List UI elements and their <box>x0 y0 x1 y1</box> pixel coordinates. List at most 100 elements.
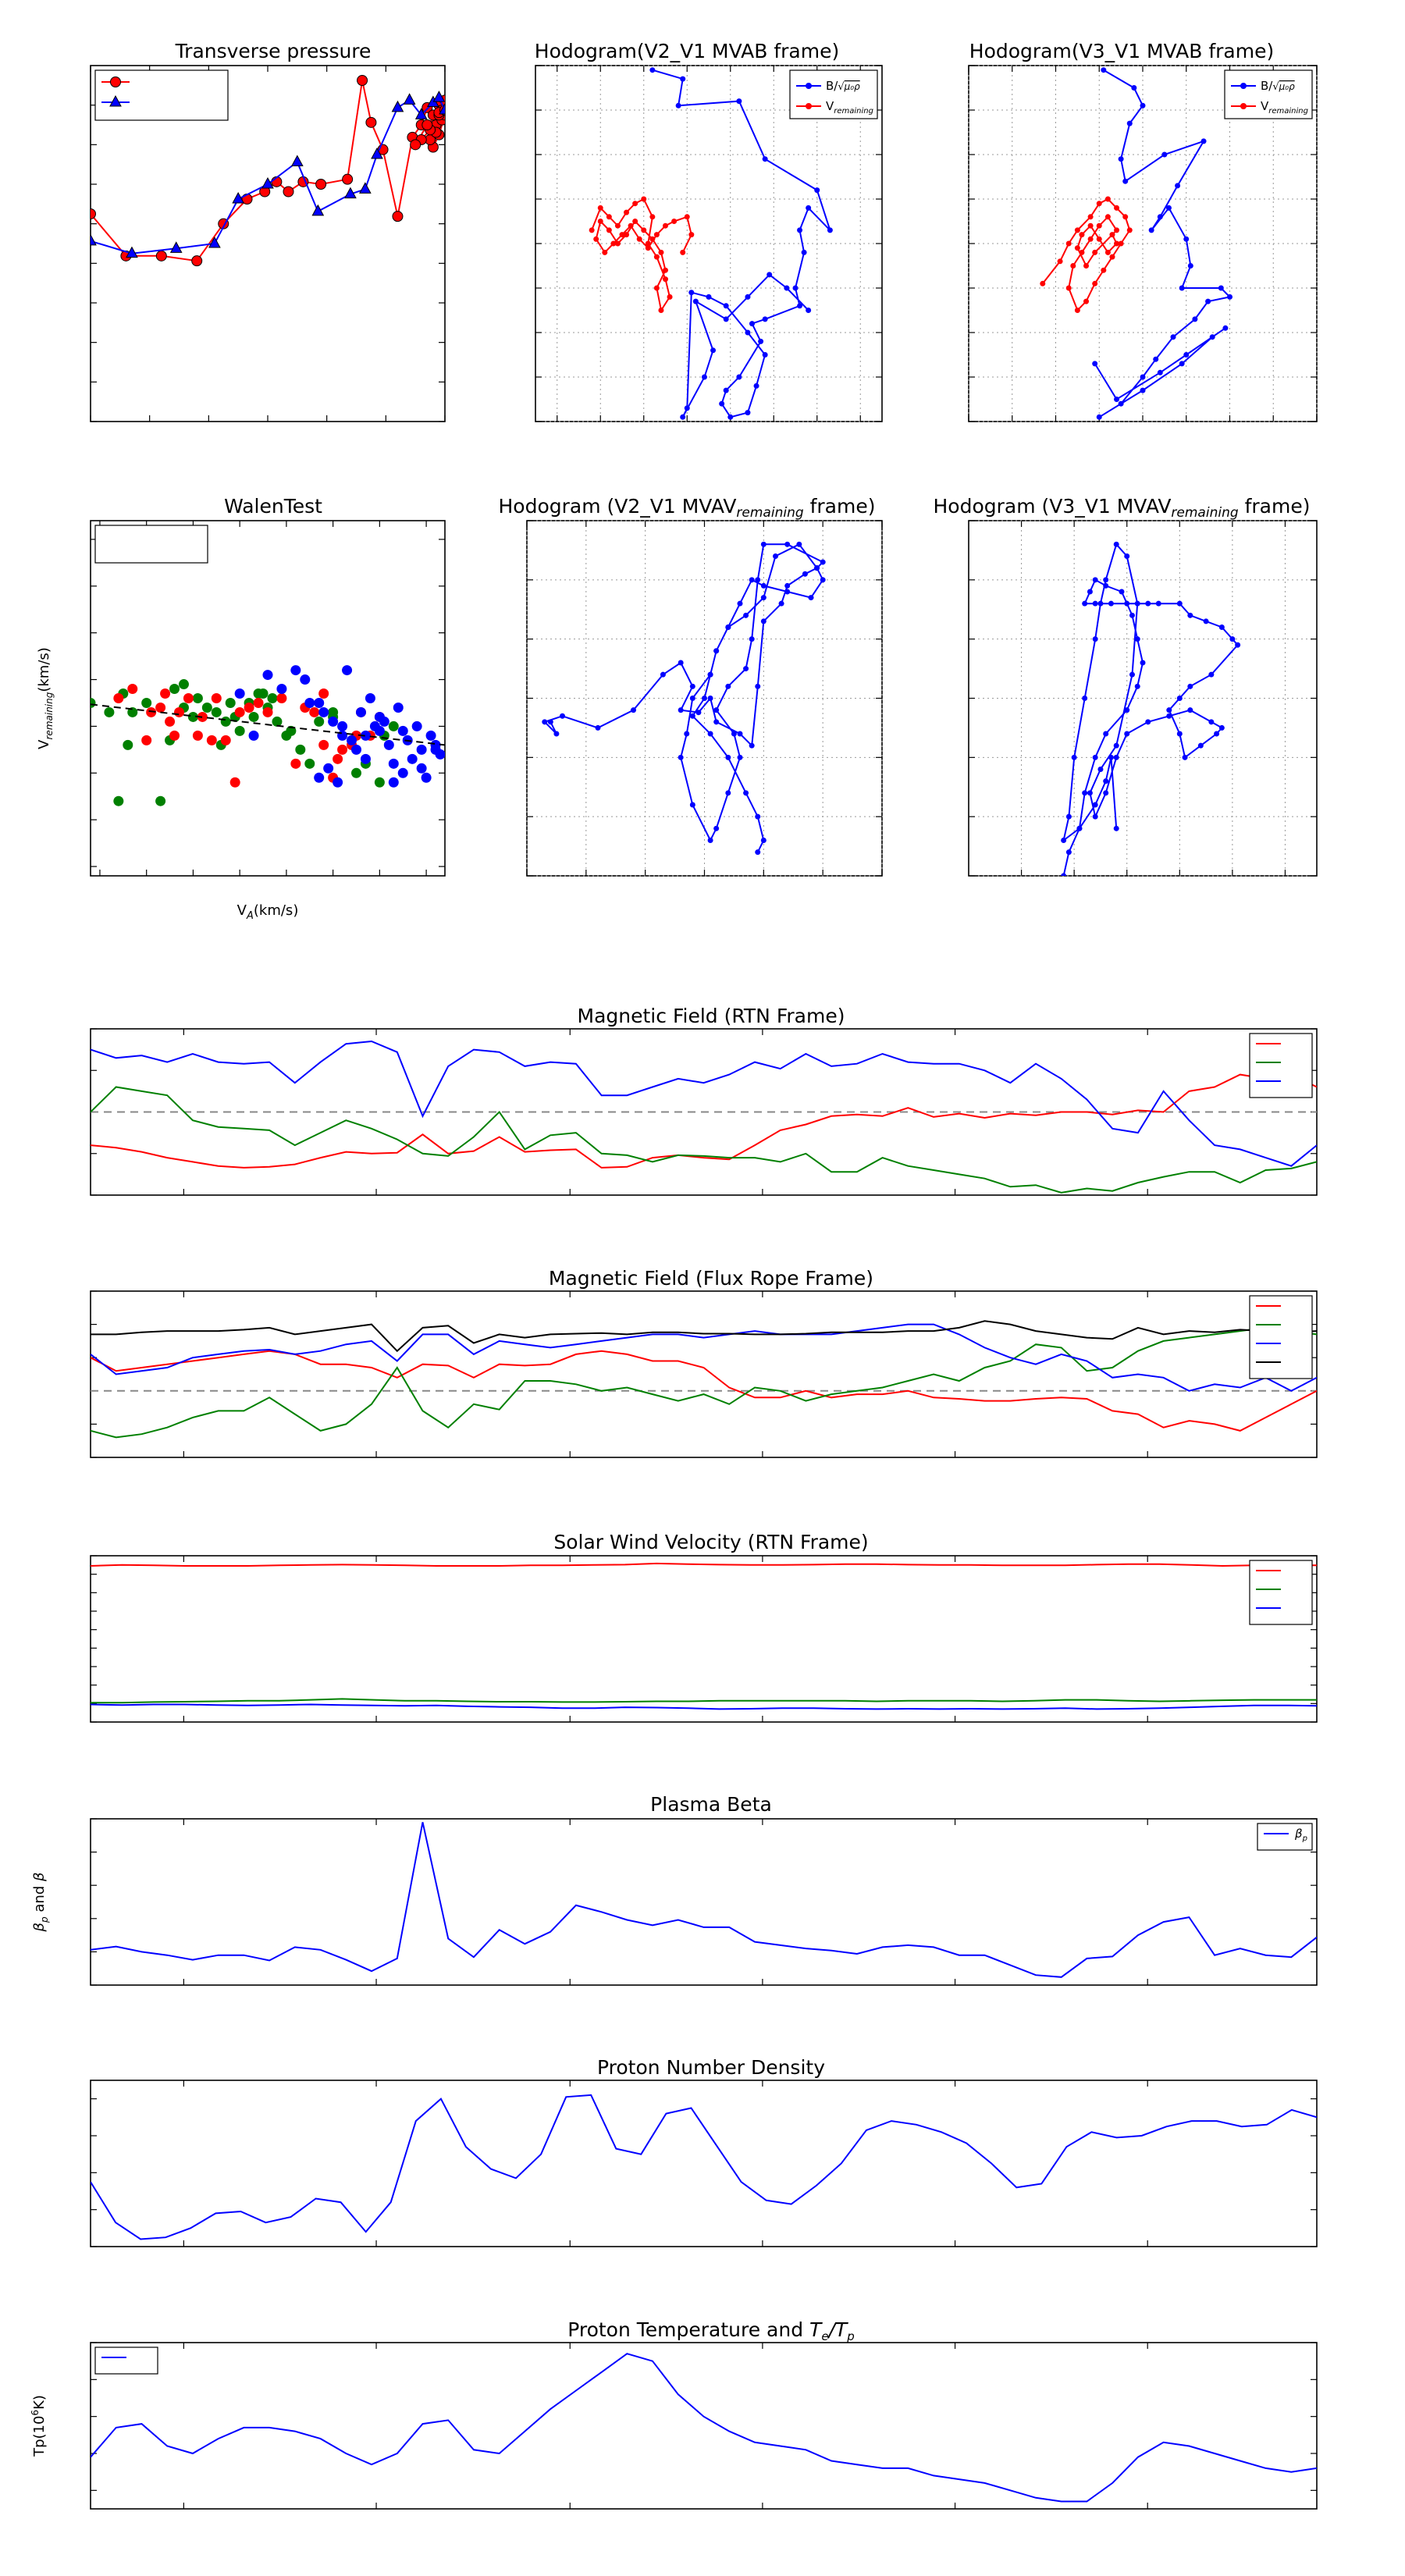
hodo31-point <box>1079 249 1085 255</box>
pt-point <box>403 93 416 105</box>
hodo23-point <box>723 303 729 309</box>
mvav23-point <box>760 582 767 589</box>
hodo31-point <box>1109 254 1115 260</box>
mvav23-point <box>743 612 749 618</box>
walen-point-blue <box>407 753 418 764</box>
hodo31-point <box>1118 240 1124 247</box>
walen-point-blue <box>411 720 422 731</box>
hodo31-point <box>1065 240 1072 247</box>
mvav23-plot <box>542 541 826 856</box>
hodo31-point <box>1083 298 1090 304</box>
hodo31-point <box>1079 232 1085 238</box>
mvav31-point <box>1214 731 1220 737</box>
walen-point-red <box>220 735 231 745</box>
hodo23-point <box>649 214 656 220</box>
walen-point-green <box>141 697 152 708</box>
pt-legend-marker <box>109 94 122 107</box>
walen-point-green <box>192 693 203 703</box>
mvav23-point <box>760 838 767 843</box>
walen-point-green <box>127 706 138 717</box>
mvav23-point <box>725 790 731 796</box>
hodo31-point <box>1096 222 1102 229</box>
mvav31-point <box>1129 612 1135 618</box>
walen-point-green <box>267 693 278 703</box>
hodo31-series-1-line <box>1094 69 1232 418</box>
tp-plot <box>91 2353 1317 2503</box>
mvav23-point <box>689 802 695 808</box>
hodo31-point <box>1065 285 1072 291</box>
walen-point-green <box>304 758 315 769</box>
hodo23-point <box>745 329 751 336</box>
hodo23-point <box>653 285 660 291</box>
pt-point <box>422 119 433 130</box>
mvav23-point <box>737 754 743 760</box>
hodo23-point <box>649 236 656 242</box>
walen-axes: VA(km/s) Vremaining(km/s) <box>36 520 446 922</box>
pt-point <box>290 155 304 166</box>
walen-point-red <box>192 730 203 741</box>
hodo23-point <box>624 232 630 238</box>
walen-point-red <box>169 730 180 741</box>
hodo23-point <box>745 294 751 300</box>
hodo23-point <box>641 196 647 202</box>
hodo31-point <box>1074 245 1080 251</box>
pt-point <box>126 246 138 258</box>
hodo23-point <box>680 414 686 420</box>
walen-point-red <box>290 758 301 769</box>
mvav23-title: Hodogram (V2_V1 MVAVremaining frame) <box>499 495 876 521</box>
hodo31-point <box>1153 356 1159 362</box>
mvav31-point <box>1082 600 1088 607</box>
mvav23-point <box>560 713 565 719</box>
beta-frame <box>90 1818 1318 1986</box>
mvav23-point <box>725 754 731 760</box>
hodo31-point <box>1057 258 1063 265</box>
mvav31-point <box>1113 541 1119 547</box>
walen-point-green <box>351 767 361 778</box>
walen-point-green <box>220 716 231 727</box>
mvav23-point <box>814 565 820 571</box>
hodo23-point <box>671 219 678 224</box>
mvav31-point <box>1187 612 1193 618</box>
hodo23-point <box>684 214 690 220</box>
mvav23-point <box>713 707 720 713</box>
hodo31-point <box>1109 232 1115 238</box>
hodo23-point <box>597 205 603 211</box>
walen-point-blue <box>351 744 361 755</box>
mvav23-point <box>755 577 761 583</box>
mvav31-point <box>1208 719 1215 725</box>
hodo31-point <box>1131 85 1137 91</box>
bflux-title: Magnetic Field (Flux Rope Frame) <box>549 1267 873 1290</box>
hodo31-point <box>1104 214 1111 220</box>
mvav31-point <box>1103 790 1109 796</box>
mvav23-point <box>707 731 713 737</box>
mvav31-point <box>1097 767 1104 772</box>
hodo31-point <box>1040 280 1046 286</box>
walen-point-red <box>206 735 217 745</box>
walen-point-red <box>211 693 222 703</box>
hodo23-point <box>736 374 742 380</box>
mvav31-point <box>1140 660 1146 666</box>
hodo23-point <box>814 187 820 194</box>
mvav31-point <box>1103 778 1109 785</box>
mvav31-point <box>1092 636 1098 642</box>
walen-point-blue <box>393 702 404 713</box>
walen-point-blue <box>337 720 348 731</box>
hodo31-point <box>1175 183 1181 189</box>
hodo31-point <box>1218 285 1224 291</box>
hodo31-point <box>1096 236 1102 242</box>
walen-point-green <box>187 711 198 722</box>
walen-point-red <box>141 735 152 745</box>
walen-point-red <box>276 693 287 703</box>
hodo31-legend-marker <box>1240 103 1247 109</box>
mvav31-point <box>1145 719 1151 725</box>
tp-ylabel: Tp(106K) <box>30 2395 48 2457</box>
beta-ylabel: βp and β <box>31 1873 50 1933</box>
mvav23-point <box>547 719 553 725</box>
mvav31-point <box>1235 642 1241 648</box>
mvav23-point <box>802 571 808 577</box>
mvav31-point <box>1129 671 1135 678</box>
hodo23-point <box>624 209 630 215</box>
walen-ylabel: Vremaining(km/s) <box>36 647 55 749</box>
mvav23-point <box>755 813 761 820</box>
hodo31-point <box>1222 325 1229 331</box>
